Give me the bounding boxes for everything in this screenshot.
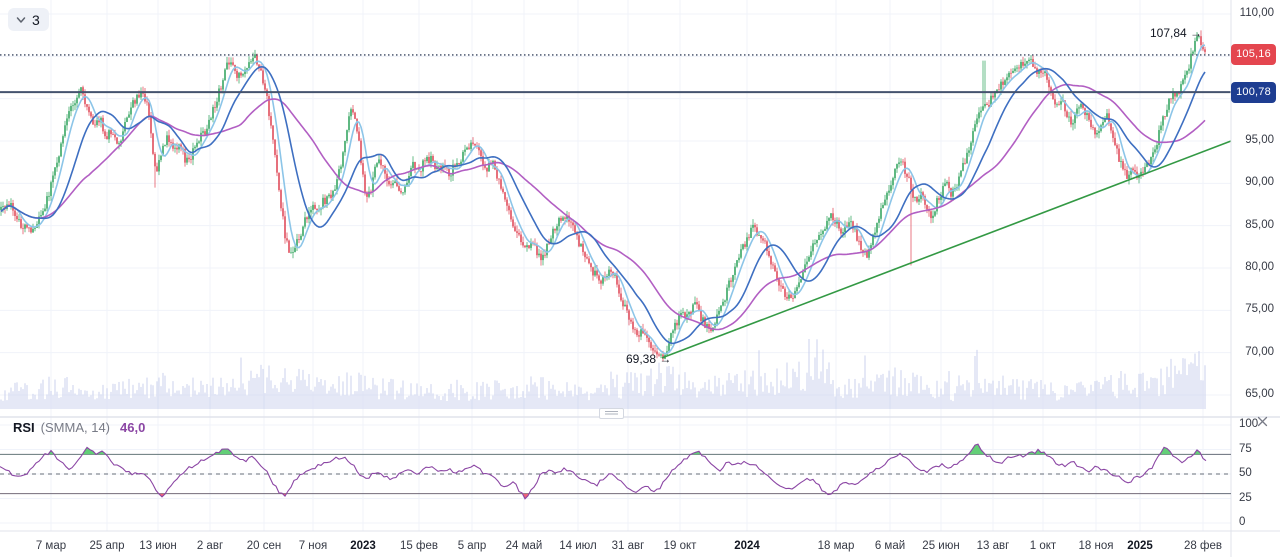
price-tick-label: 85,00 — [1245, 218, 1274, 231]
time-tick-label: 25 апр — [89, 540, 125, 552]
time-tick-label: 2024 — [734, 540, 760, 552]
rsi-title: RSI — [13, 420, 35, 435]
rsi-tick-label: 25 — [1239, 491, 1252, 504]
rsi-line — [0, 443, 1207, 500]
rsi-tick-label: 0 — [1239, 516, 1246, 528]
rsi-tick-label: 100 — [1239, 418, 1259, 430]
series-count-label: 3 — [32, 11, 40, 28]
rsi-oversold-fill — [0, 493, 1206, 499]
time-tick-label: 20 сен — [246, 540, 282, 552]
close-indicator-button[interactable] — [1253, 412, 1271, 430]
time-tick-label: 13 авг — [976, 540, 1010, 552]
rsi-indicator-legend[interactable]: RSI (SMMA, 14) 46,0 — [13, 420, 145, 435]
time-tick-label: 18 мар — [817, 540, 855, 552]
price-tick-label: 75,00 — [1245, 303, 1274, 316]
sma-mid-line — [0, 65, 1206, 345]
price-tick-label: 90,00 — [1245, 176, 1274, 189]
rsi-tick-label: 75 — [1239, 442, 1252, 455]
pane-resize-handle[interactable] — [599, 408, 624, 419]
time-tick-label: 7 ноя — [298, 540, 328, 552]
price-tick-label: 70,00 — [1245, 345, 1274, 358]
sma-slow-line — [0, 83, 1206, 331]
price-tick-label: 65,00 — [1245, 388, 1274, 400]
time-tick-label: 15 фев — [400, 540, 438, 552]
time-tick-label: 25 июн — [922, 540, 960, 552]
time-tick-label: 28 фев — [1184, 540, 1222, 552]
time-tick-label: 5 апр — [457, 540, 487, 552]
close-icon — [1256, 415, 1269, 428]
time-tick-label: 1 окт — [1029, 540, 1057, 552]
low-price-annotation: 69,38 → — [626, 352, 672, 366]
time-tick-label: 2023 — [350, 540, 376, 552]
rsi-params: (SMMA, 14) — [40, 420, 111, 435]
sma-fast-line — [0, 44, 1206, 355]
last-price-badge: 105,16 — [1231, 44, 1276, 66]
price-tick-label: 80,00 — [1245, 261, 1274, 273]
time-tick-label: 2 авг — [196, 540, 224, 552]
trend-line — [661, 140, 1232, 359]
time-tick-label: 24 май — [505, 540, 543, 552]
time-tick-label: 19 окт — [663, 540, 697, 552]
rsi-tick-label: 50 — [1239, 467, 1252, 479]
time-tick-label: 18 ноя — [1078, 540, 1114, 552]
volume-layer — [0, 339, 1206, 409]
time-tick-label: 6 май — [874, 540, 906, 552]
price-tick-label: 110,00 — [1239, 7, 1274, 19]
series-selector[interactable]: 3 — [8, 8, 49, 31]
rsi-overbought-fill — [0, 444, 1206, 455]
rsi-value: 46,0 — [120, 420, 146, 435]
time-tick-label: 14 июл — [559, 540, 597, 552]
price-level-badge: 100,78 — [1231, 81, 1276, 103]
time-tick-label: 31 авг — [611, 540, 645, 552]
drag-grip-icon — [605, 411, 618, 416]
time-tick-label: 2025 — [1127, 540, 1153, 552]
grid-layer — [0, 0, 1231, 531]
chevron-down-icon — [14, 13, 28, 27]
time-tick-label: 13 июн — [139, 540, 177, 552]
price-tick-label: 95,00 — [1245, 134, 1274, 146]
time-tick-label: 7 мар — [35, 540, 67, 552]
high-price-annotation: 107,84 → — [1150, 26, 1203, 40]
